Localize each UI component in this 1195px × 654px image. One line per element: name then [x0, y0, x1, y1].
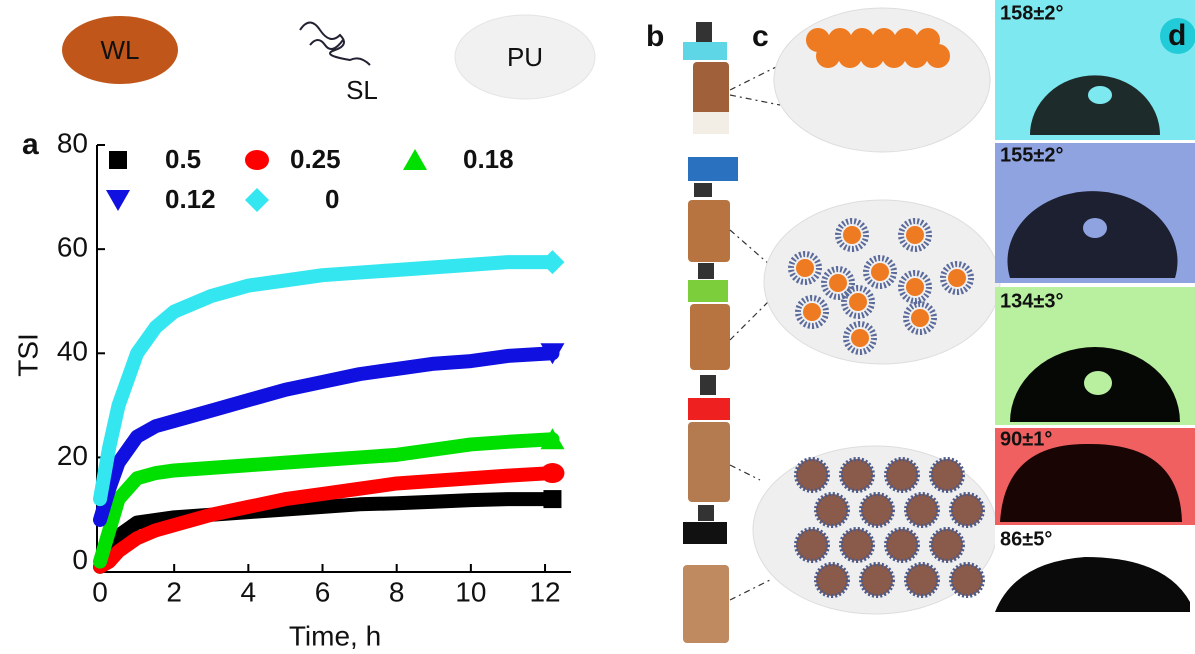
particle: [796, 529, 828, 561]
particle: [951, 564, 983, 596]
particle: [796, 259, 814, 277]
particle: [841, 529, 873, 561]
wl-label: WL: [101, 35, 140, 65]
particle: [849, 293, 867, 311]
x-axis-label: Time, h: [289, 620, 381, 651]
plot-area: 0 20 40 60 80 0 2 4 6 8 10 12 TSI Time, h 0.5 0.25 0.18 0…: [12, 127, 571, 651]
particle: [886, 529, 918, 561]
particle: [882, 44, 906, 68]
series-line: [100, 473, 552, 567]
particle: [816, 44, 840, 68]
legend-label: 0.25: [290, 144, 341, 174]
particle: [816, 564, 848, 596]
end-marker: [540, 463, 564, 483]
sl-label: SL: [346, 75, 378, 105]
legend-label: 0: [325, 184, 339, 214]
particle: [904, 44, 928, 68]
x-tick-label: 8: [389, 576, 405, 607]
particle: [906, 278, 924, 296]
particle: [871, 263, 889, 281]
y-tick-label: 60: [57, 232, 88, 263]
particle: [838, 44, 862, 68]
legend-label: 0.18: [463, 144, 514, 174]
x-tick-label: 4: [241, 576, 257, 607]
particle: [951, 494, 983, 526]
particle: [931, 459, 963, 491]
figure: WL SL PU a b c d 1: [0, 0, 1195, 654]
panel-label: c: [752, 20, 769, 53]
particle: [796, 459, 828, 491]
particle: [926, 44, 950, 68]
y-tick-label: 40: [57, 336, 88, 367]
x-tick-label: 0: [92, 576, 108, 607]
particle: [841, 459, 873, 491]
x-tick-label: 6: [315, 576, 331, 607]
legend-marker: [245, 188, 269, 212]
legend-label: 0.5: [165, 144, 201, 174]
sl-icon: [300, 23, 370, 66]
legend-label: 0.12: [165, 184, 216, 214]
particle: [816, 494, 848, 526]
contact-angle: 134±3°: [1000, 290, 1063, 312]
particle: [906, 494, 938, 526]
end-marker: [543, 490, 561, 508]
x-tick-label: 12: [529, 576, 560, 607]
legend-marker: [403, 149, 427, 170]
pu-label: PU: [507, 42, 543, 72]
vial-column: [683, 22, 738, 643]
particle: [931, 529, 963, 561]
particle: [860, 44, 884, 68]
x-tick-label: 2: [166, 576, 182, 607]
panel-label: d: [1168, 19, 1186, 52]
particle: [948, 269, 966, 287]
contact-angle: 86±5°: [1000, 528, 1052, 550]
particle: [803, 303, 821, 321]
legend-marker: [109, 151, 127, 169]
contact-angle: 155±2°: [1000, 144, 1063, 166]
y-tick-label: 20: [57, 440, 88, 471]
contact-angle: 90±1°: [1000, 428, 1052, 450]
particle: [886, 459, 918, 491]
y-tick-label: 0: [72, 544, 88, 575]
panel-label: a: [22, 128, 39, 161]
particle: [906, 564, 938, 596]
particle: [861, 494, 893, 526]
panel-label: b: [646, 20, 664, 53]
y-axis-label: TSI: [12, 333, 43, 377]
particle: [829, 274, 847, 292]
end-marker: [540, 250, 564, 274]
particle: [861, 564, 893, 596]
particle: [906, 226, 924, 244]
particle: [851, 329, 869, 347]
x-tick-label: 10: [455, 576, 486, 607]
particle: [843, 226, 861, 244]
particle: [911, 309, 929, 327]
legend-marker: [245, 150, 269, 170]
contact-angle: 158±2°: [1000, 2, 1063, 24]
y-tick-label: 80: [57, 127, 88, 158]
legend-marker: [106, 190, 130, 211]
